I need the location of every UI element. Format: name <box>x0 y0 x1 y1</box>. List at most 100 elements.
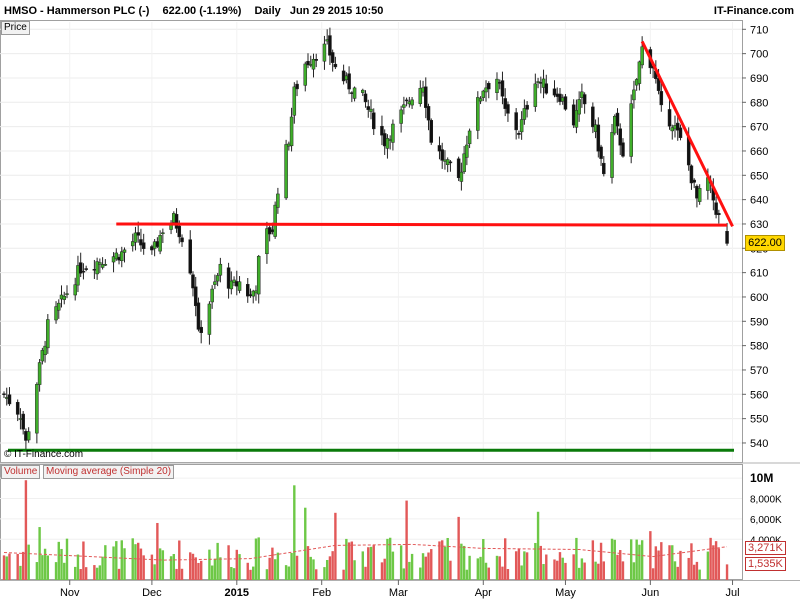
volume-bar <box>462 545 466 580</box>
volume-bar <box>254 538 258 580</box>
volume-bar <box>137 542 140 580</box>
volume-bar <box>46 555 50 580</box>
volume-bar <box>460 543 463 580</box>
volume-bar <box>572 554 575 580</box>
candle-body <box>314 59 318 61</box>
volume-bar <box>619 550 622 580</box>
volume-bar <box>271 547 274 580</box>
candle-body <box>95 261 99 275</box>
candle-body <box>410 99 414 106</box>
volume-bar <box>405 500 408 580</box>
candle-body <box>139 239 143 246</box>
price-tick-label: 670 <box>750 122 768 134</box>
volume-bar <box>249 569 252 580</box>
volume-bar <box>520 565 523 580</box>
volume-bar <box>364 566 367 580</box>
candle-body <box>440 149 444 161</box>
price-tick-label: 540 <box>750 438 768 450</box>
current-price-label: 622.00 <box>745 235 785 252</box>
candle-body <box>57 302 61 311</box>
volume-bar <box>594 561 597 580</box>
candle-body <box>602 162 606 175</box>
candle-body <box>369 108 373 112</box>
candle-body <box>487 82 491 90</box>
candle-body <box>503 98 507 109</box>
volume-bar <box>325 559 329 580</box>
volume-bar <box>191 553 195 580</box>
volume-bar <box>232 568 236 580</box>
candle-body <box>424 86 428 108</box>
candle-body <box>265 228 269 255</box>
volume-bar <box>386 538 389 580</box>
volume-bar <box>350 541 354 580</box>
volume-bar <box>369 546 373 580</box>
volume-bar <box>640 540 644 580</box>
candle-body <box>514 112 518 131</box>
price-tick-label: 600 <box>750 292 768 304</box>
price-panel <box>0 20 743 463</box>
volume-bar <box>561 557 564 580</box>
chart-header: HMSO - Hammerson PLC (-) 622.00 (-1.19%)… <box>4 0 383 20</box>
candle-body <box>229 280 234 290</box>
volume-bar <box>712 545 715 580</box>
volume-bar <box>293 485 296 580</box>
volume-bar <box>495 555 499 580</box>
moving-average-tab[interactable]: Moving average (Simple 20) <box>43 465 175 479</box>
candle-body <box>380 125 384 136</box>
volume-bar <box>101 556 104 580</box>
candle-body <box>517 132 521 135</box>
volume-bar <box>501 566 504 580</box>
volume-bar <box>315 569 318 580</box>
candle-body <box>100 264 105 268</box>
volume-bar <box>517 548 521 580</box>
volume-bar <box>361 551 364 580</box>
candle-body <box>522 108 527 120</box>
candle-body <box>591 106 595 128</box>
volume-bar <box>252 566 255 580</box>
candle-body <box>541 78 546 88</box>
volume-bar <box>632 562 636 580</box>
volume-bar <box>602 561 605 580</box>
candle-body <box>120 251 124 262</box>
price-tab[interactable]: Price <box>1 21 30 35</box>
candle-body <box>404 99 409 102</box>
candle-body <box>136 232 140 236</box>
candle-body <box>35 384 39 434</box>
volume-bar <box>558 552 562 580</box>
volume-tick-label: 6,000K <box>750 515 782 526</box>
volume-bar <box>408 561 411 580</box>
volume-bar <box>24 480 28 580</box>
volume-bar <box>654 546 658 580</box>
candle-body <box>199 326 203 333</box>
volume-bar <box>575 537 578 580</box>
candle-body <box>237 281 242 291</box>
candle-body <box>448 161 453 164</box>
candle-body <box>361 89 365 93</box>
volume-bar <box>142 555 145 580</box>
candle-body <box>103 264 108 266</box>
volume-bar <box>120 540 123 580</box>
volume-tab[interactable]: Volume <box>1 465 41 479</box>
candle-body <box>65 293 69 295</box>
volume-bar <box>695 561 699 580</box>
candle-body <box>714 202 718 215</box>
volume-bar <box>156 522 159 580</box>
time-tick-label: Jun <box>641 587 659 599</box>
candle-body <box>7 394 12 405</box>
volume-bar <box>180 568 184 580</box>
volume-bar <box>498 556 501 580</box>
volume-bar <box>104 545 107 580</box>
volume-bar <box>93 565 96 580</box>
candle-body <box>678 127 683 138</box>
candle-body <box>533 83 538 107</box>
time-tick-label: Nov <box>60 587 80 599</box>
candle-body <box>141 242 146 249</box>
volume-bar <box>479 556 482 580</box>
price-tick-label: 660 <box>750 146 768 158</box>
volume-bar <box>651 568 655 580</box>
volume-bar <box>383 558 386 580</box>
volume-bar <box>449 560 452 580</box>
volume-bar <box>57 541 60 580</box>
candle-body <box>21 413 25 430</box>
